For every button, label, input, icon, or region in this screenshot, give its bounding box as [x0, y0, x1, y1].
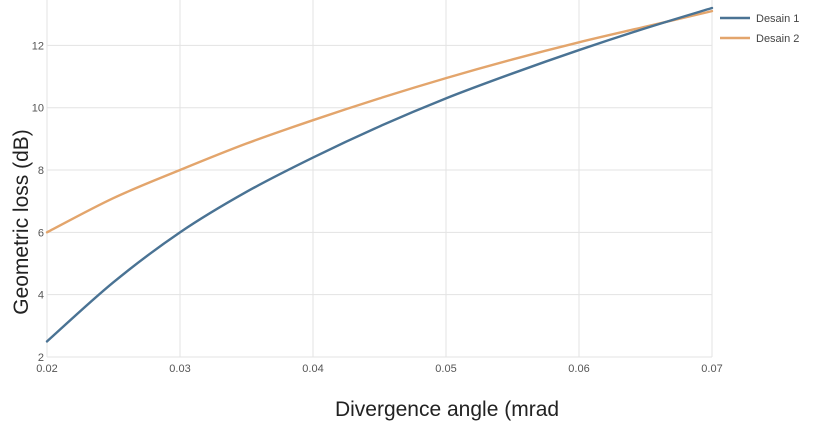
y-tick-label-2: 6 [38, 227, 44, 239]
x-tick-label-1: 0.03 [169, 363, 190, 375]
y-tick-label-4: 10 [32, 103, 44, 115]
x-tick-label-5: 0.07 [701, 363, 722, 375]
series-line-1 [45, 6, 714, 343]
vertical-gridlines [46, 0, 713, 357]
y-axis-title: Geometric loss (dB) [10, 129, 33, 315]
x-axis-tick-labels: 0.02 0.03 0.04 0.05 0.06 0.07 [36, 363, 722, 375]
x-tick-label-0: 0.02 [36, 363, 57, 375]
legend-label-2: Desain 2 [756, 33, 799, 45]
y-tick-label-1: 4 [38, 290, 44, 302]
x-tick-label-4: 0.06 [568, 363, 589, 375]
x-tick-label-2: 0.04 [302, 363, 323, 375]
series-line-2 [45, 9, 714, 234]
x-tick-label-3: 0.05 [435, 363, 456, 375]
legend: Desain 1 Desain 2 [720, 13, 799, 45]
horizontal-gridlines [47, 44, 712, 358]
y-tick-label-0: 2 [38, 352, 44, 364]
y-tick-label-3: 8 [38, 165, 44, 177]
series-lines [45, 6, 714, 343]
y-axis-tick-labels: 2 4 6 8 10 12 [32, 40, 44, 364]
legend-label-1: Desain 1 [756, 13, 799, 25]
x-axis-title: Divergence angle (mrad [335, 398, 559, 421]
y-tick-label-5: 12 [32, 40, 44, 52]
